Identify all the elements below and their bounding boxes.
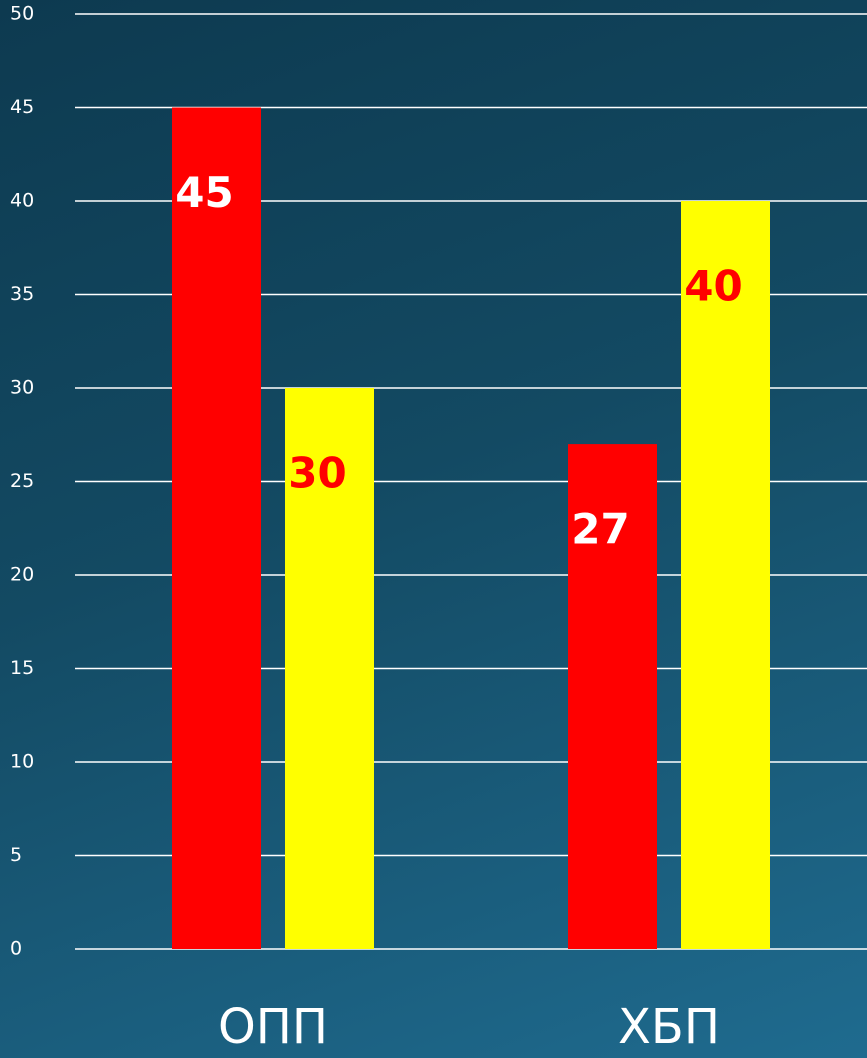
y-tick-label: 25 [10,470,34,492]
y-tick-label: 20 [10,564,34,586]
y-tick-label: 45 [10,96,34,118]
x-tick-label: ОПП [218,999,328,1055]
data-label: 30 [288,449,346,498]
y-tick-label: 5 [10,844,22,866]
data-label: 27 [571,505,629,554]
bar [172,107,261,949]
bar [285,388,374,949]
y-tick-label: 50 [10,3,34,25]
bar [681,201,770,949]
y-tick-label: 30 [10,377,34,399]
bar [568,444,657,949]
y-tick-label: 40 [10,190,34,212]
y-tick-label: 35 [10,283,34,305]
data-label: 40 [684,262,742,311]
x-tick-label: ХБП [618,999,720,1055]
y-tick-label: 0 [10,938,22,960]
data-label: 45 [175,168,233,217]
y-tick-label: 10 [10,751,34,773]
y-tick-label: 15 [10,657,34,679]
